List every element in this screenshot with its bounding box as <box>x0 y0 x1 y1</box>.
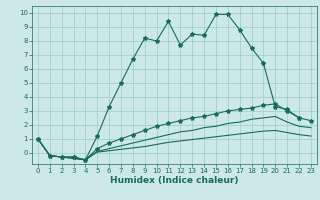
X-axis label: Humidex (Indice chaleur): Humidex (Indice chaleur) <box>110 176 239 185</box>
